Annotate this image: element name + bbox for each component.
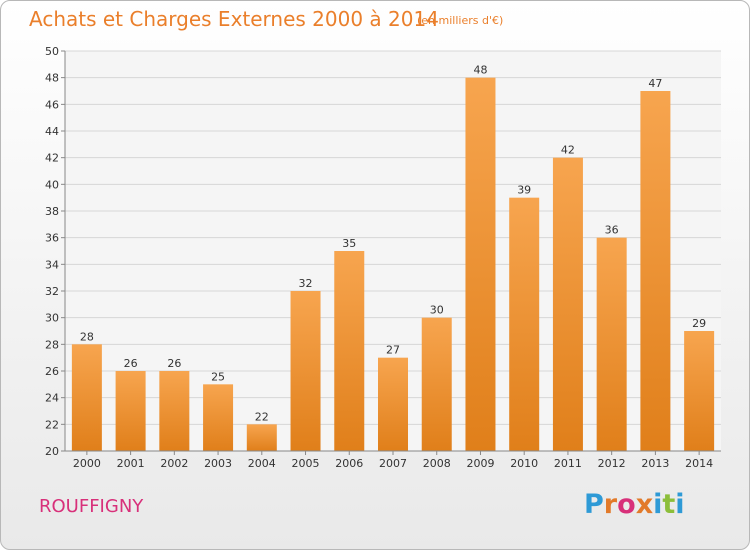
bar: [159, 371, 190, 451]
logo-letter: i: [653, 489, 663, 520]
y-tick-label: 32: [45, 285, 59, 298]
bar-value-label: 27: [386, 344, 400, 357]
x-tick-label: 2007: [379, 457, 407, 470]
bar: [509, 197, 540, 451]
y-tick-label: 20: [45, 445, 59, 458]
logo-letter: x: [635, 489, 654, 520]
x-tick-label: 2002: [160, 457, 188, 470]
proxiti-logo: Proxiti: [584, 489, 685, 520]
bar-value-label: 42: [561, 144, 575, 157]
y-tick-label: 26: [45, 365, 59, 378]
x-tick-label: 2005: [292, 457, 320, 470]
y-tick-label: 38: [45, 205, 59, 218]
y-tick-label: 28: [45, 338, 59, 351]
x-tick-label: 2010: [510, 457, 538, 470]
y-tick-label: 46: [45, 98, 59, 111]
chart-title: Achats et Charges Externes 2000 à 2014: [29, 7, 439, 31]
bar: [596, 237, 627, 451]
bar-value-label: 25: [211, 370, 225, 383]
logo-letter: r: [603, 489, 618, 520]
bar-value-label: 26: [124, 357, 138, 370]
y-tick-label: 48: [45, 72, 59, 85]
chart-subtitle: (en milliers d'€): [417, 14, 504, 27]
x-tick-label: 2004: [248, 457, 276, 470]
y-tick-label: 44: [45, 125, 59, 138]
y-tick-label: 42: [45, 152, 59, 165]
bar-value-label: 36: [605, 224, 619, 237]
bar: [334, 251, 365, 451]
x-tick-label: 2003: [204, 457, 232, 470]
bar: [115, 371, 146, 451]
bar: [203, 384, 234, 451]
logo-letter: P: [584, 489, 604, 520]
y-tick-label: 40: [45, 178, 59, 191]
x-tick-label: 2013: [641, 457, 669, 470]
bar: [684, 331, 715, 451]
bar: [421, 317, 452, 451]
x-tick-label: 2008: [423, 457, 451, 470]
x-tick-label: 2009: [466, 457, 494, 470]
bar: [465, 77, 496, 452]
bar-value-label: 26: [167, 357, 181, 370]
y-tick-label: 34: [45, 258, 59, 271]
x-tick-label: 2001: [117, 457, 145, 470]
y-tick-label: 50: [45, 45, 59, 58]
x-tick-label: 2014: [685, 457, 713, 470]
bar-value-label: 32: [299, 277, 313, 290]
bar-value-label: 22: [255, 410, 269, 423]
bar-value-label: 39: [517, 184, 531, 197]
bar: [552, 157, 583, 451]
y-axis: 20 22 24 26 28 30 32 34 36 38 40 42 44 46 48 50: [45, 45, 66, 458]
bars: 28 26 26 25 22 32 35 27 30 48 39 42 36 47 29: [71, 64, 715, 452]
y-tick-label: 30: [45, 312, 59, 325]
bar-value-label: 35: [342, 237, 356, 250]
bar: [640, 91, 671, 451]
x-tick-label: 2000: [73, 457, 101, 470]
bar: [290, 291, 321, 451]
bar-value-label: 48: [473, 64, 487, 77]
bar-value-label: 29: [692, 317, 706, 330]
y-tick-label: 36: [45, 232, 59, 245]
x-tick-label: 2012: [598, 457, 626, 470]
x-tick-label: 2006: [335, 457, 363, 470]
bar: [246, 424, 277, 451]
bar-value-label: 47: [648, 77, 662, 90]
bar: [378, 357, 408, 451]
logo-letter: o: [617, 489, 636, 520]
x-axis: 2000 2001 2002 2003 2004 2005 2006 2007 2008 2009…: [65, 450, 721, 470]
commune-name: ROUFFIGNY: [39, 496, 144, 517]
logo-letter: t: [662, 489, 676, 520]
bar-value-label: 30: [430, 304, 444, 317]
logo-letter: i: [675, 489, 685, 520]
y-tick-label: 24: [45, 392, 59, 405]
bar: [71, 344, 102, 451]
bar-value-label: 28: [80, 330, 94, 343]
x-tick-label: 2011: [554, 457, 582, 470]
y-tick-label: 22: [45, 418, 59, 431]
